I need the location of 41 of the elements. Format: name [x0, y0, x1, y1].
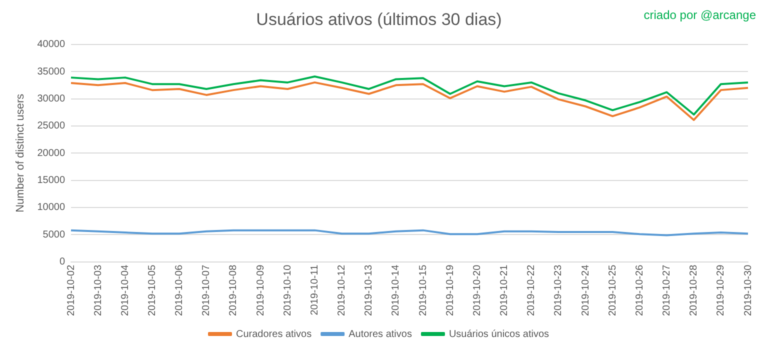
x-tick-label: 2019-10-10 — [282, 264, 294, 316]
y-tick-label: 40000 — [37, 39, 66, 50]
x-tick-label: 2019-10-06 — [174, 264, 186, 316]
y-tick-label: 5000 — [42, 229, 66, 240]
x-tick-label: 2019-10-20 — [472, 264, 483, 316]
x-tick-label: 2019-10-21 — [499, 264, 510, 316]
y-tick-label: 20000 — [37, 148, 66, 159]
y-tick-label: 15000 — [37, 175, 66, 186]
x-tick-label: 2019-10-03 — [92, 264, 104, 316]
x-tick-label: 2019-10-25 — [607, 264, 618, 316]
y-axis-title: Number of distinct users — [14, 93, 27, 212]
legend-label: Usuários únicos ativos — [448, 328, 549, 340]
legend-label: Curadores ativos — [236, 328, 312, 340]
x-tick-label: 2019-10-13 — [364, 264, 375, 316]
y-tick-label: 35000 — [37, 66, 66, 78]
x-tick-label: 2019-10-30 — [742, 264, 754, 316]
x-tick-label: 2019-10-14 — [390, 264, 402, 316]
x-tick-label: 2019-10-02 — [66, 264, 77, 316]
x-tick-label: 2019-10-26 — [634, 264, 646, 316]
x-tick-label: 2019-10-23 — [553, 264, 564, 316]
y-tick-label: 30000 — [37, 94, 66, 105]
y-tick-label: 10000 — [37, 202, 66, 214]
x-tick-label: 2019-10-11 — [309, 264, 320, 316]
x-tick-label: 2019-10-12 — [336, 264, 348, 316]
x-tick-label: 2019-10-27 — [662, 264, 673, 316]
x-tick-label: 2019-10-15 — [418, 264, 429, 316]
x-tick-label: 2019-10-19 — [444, 264, 456, 316]
y-tick-label: 0 — [59, 256, 66, 268]
x-tick-label: 2019-10-07 — [201, 264, 212, 316]
text: criado por @arcange — [644, 8, 756, 22]
x-tick-label: 2019-10-24 — [580, 264, 592, 316]
x-tick-label: 2019-10-04 — [120, 264, 131, 316]
chart-title: Usuários ativos (últimos 30 dias) — [256, 10, 502, 29]
y-tick-label: 25000 — [37, 120, 66, 132]
x-tick-label: 2019-10-29 — [716, 264, 727, 316]
legend-label: Autores ativos — [348, 328, 412, 340]
x-tick-label: 2019-10-22 — [526, 264, 538, 316]
x-tick-label: 2019-10-28 — [688, 264, 700, 316]
x-tick-label: 2019-10-09 — [255, 264, 266, 316]
x-tick-label: 2019-10-05 — [146, 264, 158, 316]
x-tick-label: 2019-10-08 — [228, 264, 240, 316]
